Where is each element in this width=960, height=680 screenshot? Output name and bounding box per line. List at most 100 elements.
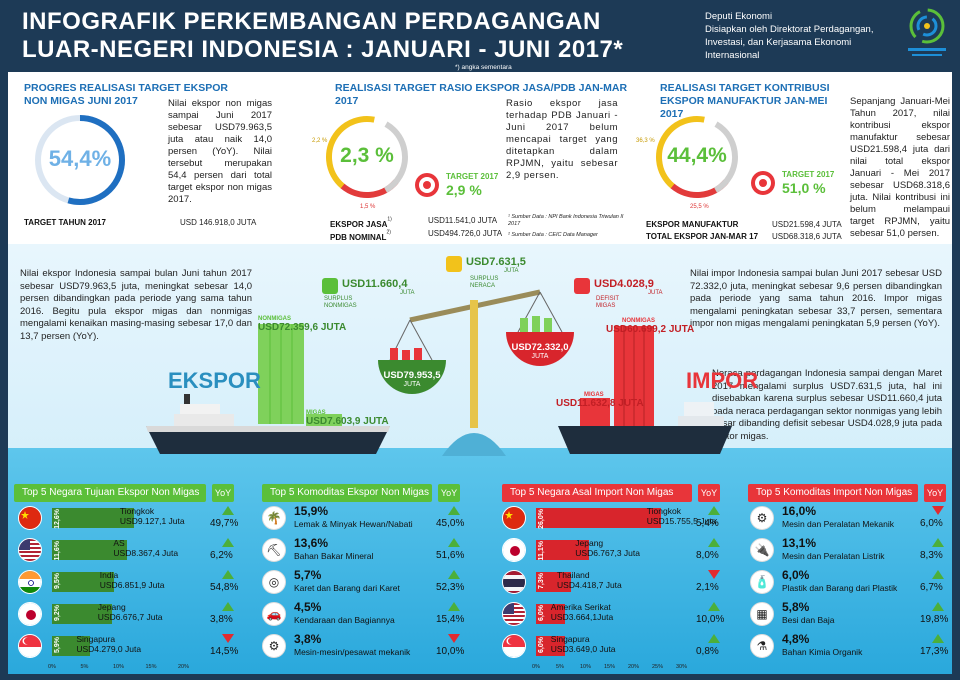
pdb-value: USD494.726,0 JUTA bbox=[428, 229, 503, 238]
arrow-up-icon bbox=[708, 634, 720, 643]
impor-nonmigas-tag: NONMIGAS bbox=[622, 318, 655, 324]
cn-flag-icon bbox=[502, 506, 526, 530]
arrow-up-icon bbox=[448, 570, 460, 579]
ekspor-total-unit: JUTA bbox=[403, 381, 421, 388]
gear-icon: ⚙ bbox=[750, 506, 774, 530]
manuf-label: EKSPOR MANUFAKTUR bbox=[646, 220, 739, 229]
surplus-nonmigas-unit: JUTA bbox=[400, 290, 415, 296]
defisit-value: USD4.028,9 bbox=[594, 278, 654, 290]
arrow-up-icon bbox=[222, 506, 234, 515]
impor-migas-tag: MIGAS bbox=[584, 392, 604, 398]
ekspor-ship bbox=[146, 324, 390, 454]
arrow-up-icon bbox=[448, 506, 460, 515]
rasio-target-label: TARGET 2017 bbox=[446, 172, 499, 181]
money-icon bbox=[446, 256, 462, 272]
pdb-row: PDB NOMINAL2) bbox=[330, 227, 391, 245]
sg-flag-icon bbox=[18, 634, 42, 658]
balance-scale bbox=[378, 289, 574, 456]
commodity-share: 4,8% bbox=[782, 632, 810, 646]
kontribusi-percent: 44,4% bbox=[667, 144, 727, 167]
country-name: Jepang bbox=[575, 538, 604, 548]
country-name: Amerika Serikat bbox=[550, 602, 611, 612]
country-name: Tiongkok bbox=[646, 506, 681, 516]
impor-negara-title: Top 5 Negara Asal Import Non Migas bbox=[502, 484, 692, 502]
page-title-line2: LUAR-NEGERI INDONESIA : JANUARI - JUNI 2… bbox=[22, 36, 624, 63]
arrow-up-icon bbox=[932, 538, 944, 547]
rasio-label-left: 2,2 % bbox=[312, 138, 328, 144]
arrow-down-icon bbox=[222, 634, 234, 643]
commodity-share: 6,0% bbox=[782, 568, 810, 582]
ekspor-jasa-sup: 1) bbox=[387, 216, 392, 223]
share-percent: 9,2% bbox=[54, 605, 61, 621]
kontribusi-text: Sepanjang Januari-Mei Tahun 2017, nilai … bbox=[850, 96, 950, 239]
yoy-value: 3,8% bbox=[210, 614, 233, 625]
rasio-percent: 2,3 % bbox=[340, 144, 394, 167]
surplus-total-unit: JUTA bbox=[504, 268, 519, 274]
commodity-name: Kendaraan dan Bagiannya bbox=[294, 615, 395, 625]
progress-text: Nilai ekspor non migas sampai Juni 2017 … bbox=[168, 98, 272, 205]
yoy-value: 6,2% bbox=[210, 550, 233, 561]
jp-flag-icon bbox=[18, 602, 42, 626]
progress-target-label: TARGET TAHUN 2017 bbox=[24, 218, 106, 227]
commodity-name: Karet dan Barang dari Karet bbox=[294, 583, 400, 593]
rasio-gauge bbox=[326, 116, 408, 198]
impor-komoditas-title: Top 5 Komoditas Import Non Migas bbox=[748, 484, 918, 502]
country-name: Singapura bbox=[76, 634, 116, 644]
axis-tick-label: 20% bbox=[628, 664, 640, 670]
trade-value: USD6.767,3 Juta bbox=[575, 548, 640, 558]
progress-target-value: USD 146.918,0 JUTA bbox=[180, 218, 257, 227]
rasio-label-bottom: 1,5 % bbox=[360, 204, 376, 210]
rasio-title: REALISASI TARGET RASIO EKSPOR JASA/PDB J… bbox=[335, 82, 628, 107]
yoy-value: 19,8% bbox=[920, 614, 949, 625]
impor-label: IMPOR bbox=[686, 368, 759, 393]
tire-icon: ◎ bbox=[262, 570, 286, 594]
axis-tick-label: 30% bbox=[676, 664, 688, 670]
share-bar bbox=[52, 636, 91, 656]
us-flag-icon bbox=[502, 602, 526, 626]
yoy-value: 8,3% bbox=[920, 550, 943, 561]
ekspor-negara-title: Top 5 Negara Tujuan Ekspor Non Migas bbox=[14, 484, 206, 502]
ekspor-label: EKSPOR bbox=[168, 368, 261, 393]
commodity-share: 13,6% bbox=[294, 536, 329, 550]
arrow-up-icon bbox=[708, 602, 720, 611]
agency-text: Deputi Ekonomi Disiapkan oleh Direktorat… bbox=[705, 11, 874, 61]
axis-tick-label: 20% bbox=[178, 664, 190, 670]
axis-tick-label: 5% bbox=[80, 664, 89, 670]
commodity-share: 13,1% bbox=[782, 536, 817, 550]
neraca-text: Neraca perdagangan Indonesia sampai deng… bbox=[712, 368, 942, 442]
ekspor-nonmigas-value: USD72.359,6 JUTA bbox=[258, 322, 347, 333]
palm-oil-icon: 🌴 bbox=[262, 506, 286, 530]
share-bar bbox=[52, 540, 128, 560]
defisit-label: DEFISIT MIGAS bbox=[596, 296, 619, 309]
rasio-source1: ¹ Sumber Data : NPI Bank Indonesia Triwu… bbox=[508, 214, 624, 227]
total-value: USD68.318,6 JUTA bbox=[772, 232, 842, 241]
agency-logo bbox=[908, 8, 946, 56]
surplus-nonmigas-value: USD11.660,4 bbox=[342, 278, 408, 290]
commodity-name: Mesin dan Peralatan Mekanik bbox=[782, 519, 894, 529]
progress-gauge bbox=[35, 115, 125, 205]
arrow-up-icon bbox=[932, 602, 944, 611]
pdb-sup: 2) bbox=[386, 229, 391, 236]
trade-value: USD15.755,5 Juta bbox=[646, 516, 717, 526]
yoy-value: 6,0% bbox=[920, 518, 943, 529]
commodity-share: 3,8% bbox=[294, 632, 322, 646]
kontribusi-target-label: TARGET 2017 bbox=[782, 170, 835, 179]
share-bar bbox=[536, 636, 565, 656]
commodity-name: Besi dan Baja bbox=[782, 615, 835, 625]
in-flag-icon bbox=[18, 570, 42, 594]
provisional-note: *) angka sementara bbox=[455, 64, 512, 71]
manuf-value: USD21.598,4 JUTA bbox=[772, 220, 842, 229]
trade-value: USD4.418,7 Juta bbox=[557, 580, 622, 590]
arrow-down-icon bbox=[708, 570, 720, 579]
ekspor-jasa-row: EKSPOR JASA1) bbox=[330, 214, 392, 232]
impor-ship bbox=[558, 326, 732, 454]
commodity-share: 15,9% bbox=[294, 504, 329, 518]
commodity-name: Bahan Kimia Organik bbox=[782, 647, 863, 657]
arrow-up-icon bbox=[222, 570, 234, 579]
arrow-up-icon bbox=[708, 506, 720, 515]
machine-icon: ⚙ bbox=[262, 634, 286, 658]
rasio-target-value: 2,9 % bbox=[446, 182, 482, 198]
share-percent: 9,5% bbox=[54, 573, 61, 589]
impor-komoditas-yoy-head: YoY bbox=[924, 484, 946, 502]
share-percent: 7,3% bbox=[538, 573, 545, 589]
